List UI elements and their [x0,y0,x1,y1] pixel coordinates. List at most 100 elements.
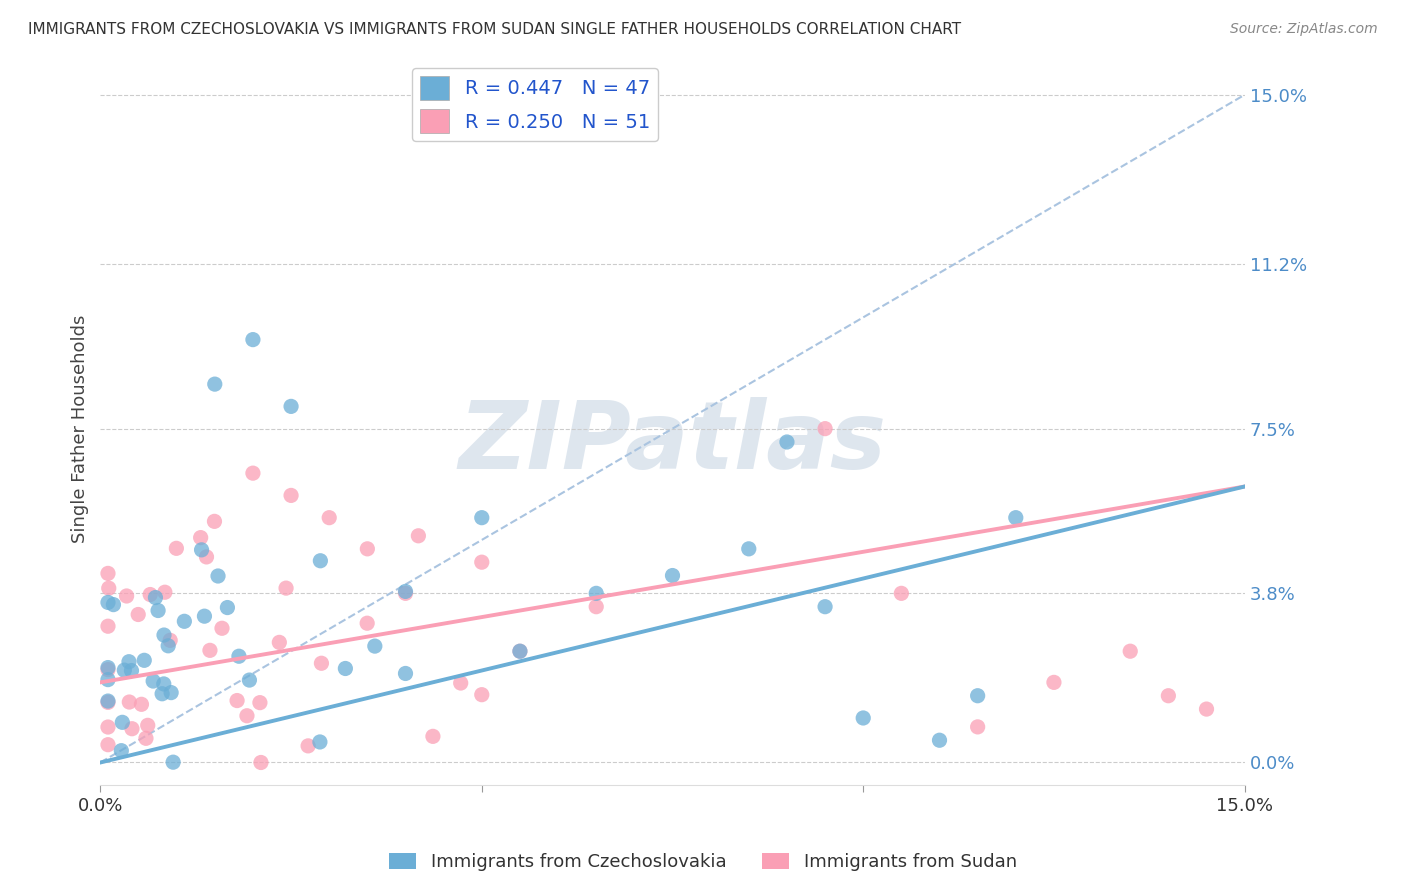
Point [408,529,430,543]
Point [471,510,494,524]
Y-axis label: Single Father Households: Single Father Households [72,315,89,543]
Point [118,695,141,709]
Point [127,607,149,622]
Point [1157,689,1180,703]
Point [204,514,226,528]
Point [193,609,215,624]
Point [585,599,607,614]
Point [142,674,165,689]
Point [226,693,249,707]
Point [152,677,174,691]
Point [269,635,291,649]
Point [165,541,187,556]
Point [145,591,167,605]
Point [585,586,607,600]
Point [890,586,912,600]
Point [153,628,176,642]
Point [394,666,416,681]
Point [509,644,531,658]
Point [160,685,183,699]
Point [97,619,120,633]
Point [394,586,416,600]
Point [195,549,218,564]
Point [249,696,271,710]
Point [157,639,180,653]
Point [153,585,176,599]
Point [356,616,378,631]
Point [118,655,141,669]
Point [103,598,125,612]
Point [335,661,357,675]
Point [1043,675,1066,690]
Point [139,588,162,602]
Point [1004,510,1026,524]
Point [236,708,259,723]
Point [97,581,120,595]
Point [134,653,156,667]
Point [450,676,472,690]
Point [280,488,302,502]
Point [97,720,120,734]
Point [738,541,761,556]
Point [228,649,250,664]
Point [852,711,875,725]
Point [217,600,239,615]
Text: ZIPatlas: ZIPatlas [458,397,887,489]
Point [97,673,120,687]
Point [97,595,120,609]
Point [814,599,837,614]
Point [135,731,157,746]
Point [97,738,120,752]
Point [242,333,264,347]
Point [121,722,143,736]
Point [211,621,233,635]
Point [309,554,332,568]
Point [150,687,173,701]
Point [1195,702,1218,716]
Point [1119,644,1142,658]
Point [159,633,181,648]
Point [112,663,135,677]
Point [280,400,302,414]
Point [242,466,264,480]
Point [356,541,378,556]
Point [814,422,837,436]
Point [207,569,229,583]
Point [198,643,221,657]
Point [111,715,134,730]
Point [121,664,143,678]
Point [97,660,120,674]
Point [318,510,340,524]
Point [97,694,120,708]
Point [136,718,159,732]
Point [162,755,184,769]
Point [311,657,333,671]
Point [966,720,988,734]
Point [238,673,260,687]
Legend: R = 0.447   N = 47, R = 0.250   N = 51: R = 0.447 N = 47, R = 0.250 N = 51 [412,68,658,141]
Point [204,377,226,392]
Point [173,615,195,629]
Point [422,730,444,744]
Point [966,689,988,703]
Point [115,589,138,603]
Point [97,695,120,709]
Point [364,639,387,653]
Point [190,542,212,557]
Point [928,733,950,747]
Point [661,568,683,582]
Point [274,581,297,595]
Point [97,663,120,677]
Text: IMMIGRANTS FROM CZECHOSLOVAKIA VS IMMIGRANTS FROM SUDAN SINGLE FATHER HOUSEHOLDS: IMMIGRANTS FROM CZECHOSLOVAKIA VS IMMIGR… [28,22,962,37]
Legend: Immigrants from Czechoslovakia, Immigrants from Sudan: Immigrants from Czechoslovakia, Immigran… [382,846,1024,879]
Point [297,739,319,753]
Point [146,603,169,617]
Point [776,435,799,450]
Point [471,688,494,702]
Point [110,744,132,758]
Point [309,735,332,749]
Point [471,555,494,569]
Point [131,698,153,712]
Point [97,566,120,581]
Point [509,644,531,658]
